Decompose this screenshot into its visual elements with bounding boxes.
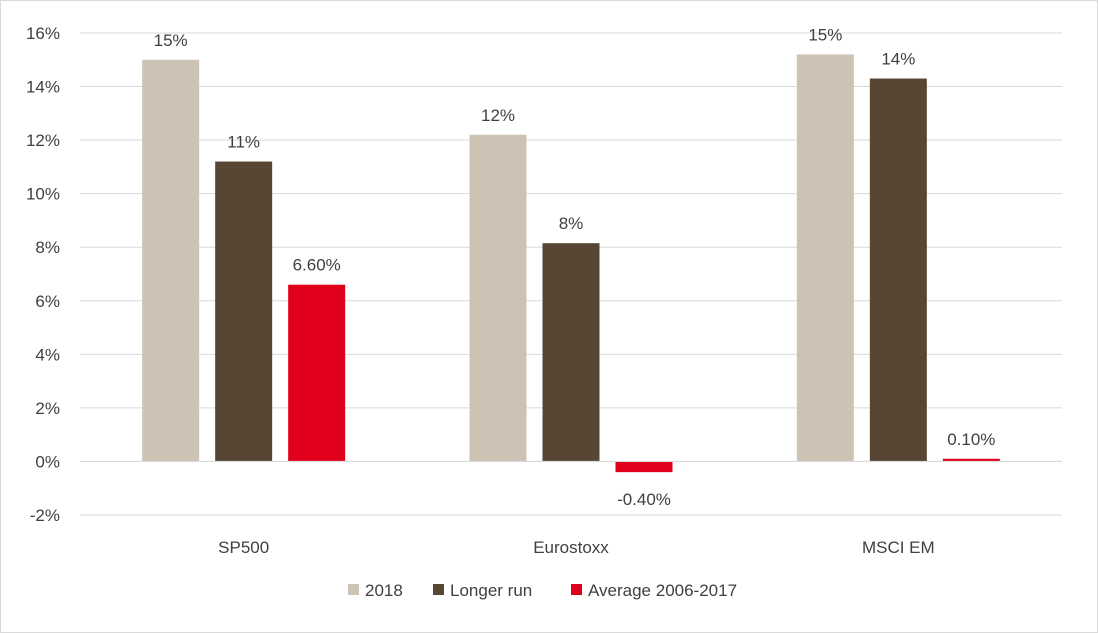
y-tick-label: 8% bbox=[35, 238, 60, 257]
category-label: SP500 bbox=[218, 538, 269, 557]
bar-2018-eurostoxx bbox=[469, 134, 527, 462]
y-tick-label: 2% bbox=[35, 399, 60, 418]
data-label: 15% bbox=[808, 25, 842, 44]
bar-longer-run-msci-em bbox=[869, 78, 927, 462]
data-label: 11% bbox=[227, 133, 260, 152]
y-tick-label: 6% bbox=[35, 292, 60, 311]
bars bbox=[142, 54, 1000, 473]
legend-swatch bbox=[571, 584, 582, 595]
category-label: Eurostoxx bbox=[533, 538, 609, 557]
data-label: 8% bbox=[559, 214, 584, 233]
legend: 2018 Longer run Average 2006-2017 bbox=[348, 581, 737, 600]
y-tick-label: 12% bbox=[26, 131, 60, 150]
category-label: MSCI EM bbox=[862, 538, 935, 557]
legend-label: Average 2006-2017 bbox=[588, 581, 737, 600]
legend-label: 2018 bbox=[365, 581, 403, 600]
data-labels: 15% 11% 6.60% 12% 8% -0.40% 15% 14% 0.10% bbox=[154, 25, 996, 509]
legend-swatch bbox=[433, 584, 444, 595]
bar-average-2006-2017-eurostoxx bbox=[615, 461, 673, 473]
y-tick-label: 4% bbox=[35, 345, 60, 364]
bar-longer-run-sp500 bbox=[215, 161, 273, 462]
y-tick-label: 14% bbox=[26, 78, 60, 97]
y-tick-label: 10% bbox=[26, 185, 60, 204]
x-axis-category-labels: SP500 Eurostoxx MSCI EM bbox=[218, 538, 935, 557]
data-label: 12% bbox=[481, 106, 515, 125]
data-label: 6.60% bbox=[293, 256, 341, 275]
y-tick-label: 0% bbox=[35, 452, 60, 471]
bar-average-2006-2017-sp500 bbox=[288, 284, 346, 462]
y-axis-tick-labels: -2% 0% 2% 4% 6% 8% 10% 12% 14% 16% bbox=[26, 24, 60, 525]
data-label: 0.10% bbox=[947, 430, 995, 449]
legend-swatch bbox=[348, 584, 359, 595]
y-tick-label: 16% bbox=[26, 24, 60, 43]
legend-label: Longer run bbox=[450, 581, 532, 600]
bar-average-2006-2017-msci-em bbox=[942, 458, 1000, 462]
y-tick-label: -2% bbox=[30, 506, 60, 525]
bar-2018-msci-em bbox=[796, 54, 854, 462]
data-label: 14% bbox=[881, 50, 915, 69]
bar-2018-sp500 bbox=[142, 59, 200, 462]
data-label: -0.40% bbox=[617, 490, 671, 509]
bar-longer-run-eurostoxx bbox=[542, 243, 600, 462]
data-label: 15% bbox=[154, 31, 188, 50]
